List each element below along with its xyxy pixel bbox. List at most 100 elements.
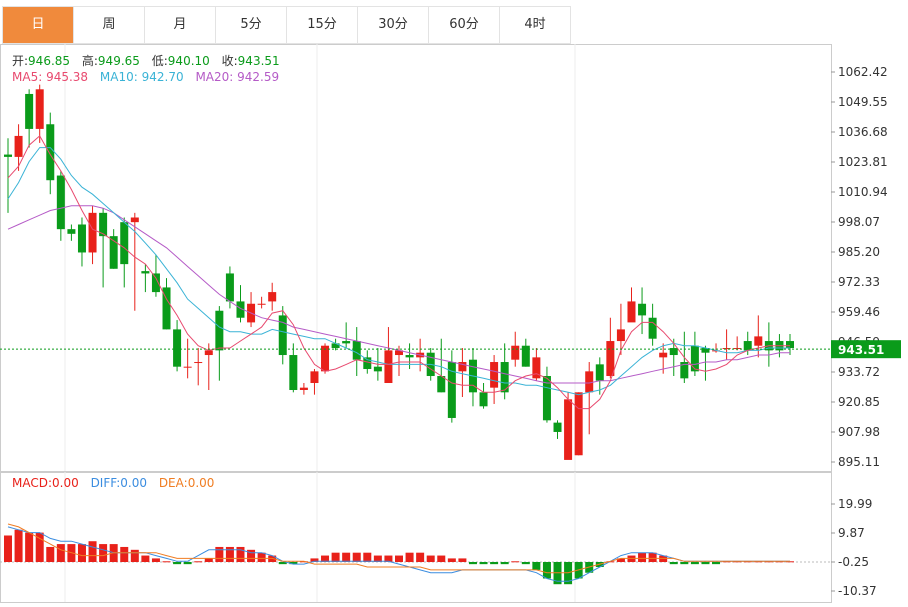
y-tick-label: 959.46: [838, 305, 880, 319]
tab-5[interactable]: 30分: [358, 7, 429, 43]
macd-bar: [236, 547, 244, 562]
candle-body: [89, 213, 97, 253]
candle-body: [141, 271, 149, 273]
y-tick-label: 972.33: [838, 275, 880, 289]
candle-body: [554, 423, 562, 432]
candle-body: [754, 336, 762, 345]
candle-body: [627, 301, 635, 322]
candle-body: [374, 367, 382, 372]
macd-y-tick-label: 9.87: [838, 526, 865, 540]
candle-body: [36, 89, 44, 129]
macd-bar: [353, 553, 361, 562]
candle-body: [564, 399, 572, 460]
macd-bar: [712, 562, 720, 564]
candle-body: [575, 392, 583, 455]
candle-body: [437, 376, 445, 392]
macd-bar: [57, 544, 65, 562]
ohlc-info: 开:946.85 高:949.65 低:940.10 收:943.51: [12, 52, 288, 69]
candle-body: [300, 388, 308, 390]
candle-body: [606, 341, 614, 376]
macd-bar: [469, 562, 477, 564]
y-tick-label: 1010.94: [838, 185, 888, 199]
y-tick-label: 920.85: [838, 395, 880, 409]
candle-body: [15, 136, 23, 157]
tab-6[interactable]: 60分: [429, 7, 500, 43]
candle-body: [342, 341, 350, 343]
macd-bar: [15, 530, 23, 562]
macd-bar: [205, 558, 213, 562]
macd-value: MACD:0.00: [12, 476, 79, 490]
macd-bar: [490, 562, 498, 564]
macd-bar: [78, 544, 86, 562]
macd-bar: [152, 558, 160, 562]
candle-body: [596, 364, 604, 380]
tab-3[interactable]: 5分: [216, 7, 287, 43]
candle-body: [480, 392, 488, 406]
macd-bar: [680, 562, 688, 564]
kline-chart-area[interactable]: 1062.42 1049.55 1036.68 1023.81 1010.94 998.0…: [0, 44, 908, 603]
macd-bar: [342, 553, 350, 562]
candle-body: [46, 124, 54, 180]
macd-bar: [543, 562, 551, 578]
macd-bar: [395, 556, 403, 562]
candle-body: [384, 350, 392, 383]
candle-body: [258, 304, 266, 305]
kline-chart-svg[interactable]: 1062.42 1049.55 1036.68 1023.81 1010.94 998.0…: [0, 44, 908, 603]
macd-bar: [4, 535, 12, 562]
macd-bar: [120, 547, 128, 562]
macd-bar: [480, 562, 488, 564]
macd-bar: [131, 550, 139, 562]
current-price-label: 943.51: [838, 343, 884, 357]
tab-2[interactable]: 月: [145, 7, 216, 43]
tab-7[interactable]: 4时: [500, 7, 571, 43]
candle-body: [226, 273, 234, 301]
low-value: 低:940.10: [152, 54, 210, 68]
y-tick-label: 985.20: [838, 245, 880, 259]
macd-bar: [89, 541, 97, 562]
macd-bar: [406, 553, 414, 562]
tab-0[interactable]: 日: [3, 7, 74, 43]
macd-frame: [1, 473, 832, 603]
candle-body: [120, 222, 128, 264]
ma10-value: MA10: 942.70: [100, 70, 184, 84]
candle-body: [310, 371, 318, 383]
macd-bar: [226, 547, 234, 562]
macd-bar: [437, 556, 445, 562]
macd-bar: [649, 553, 657, 562]
macd-bar: [691, 562, 699, 564]
macd-bar: [701, 562, 709, 564]
macd-bar: [173, 562, 181, 564]
macd-y-tick-label: -10.37: [838, 584, 877, 598]
tab-4[interactable]: 15分: [287, 7, 358, 43]
candle-body: [173, 329, 181, 366]
candle-body: [78, 224, 86, 252]
candle-body: [353, 341, 361, 360]
candle-body: [194, 362, 202, 363]
macd-bar: [184, 562, 192, 564]
macd-bar: [427, 556, 435, 562]
macd-bar: [332, 553, 340, 562]
y-tick-label: 1036.68: [838, 125, 888, 139]
high-value: 高:949.65: [82, 54, 140, 68]
candle-body: [215, 311, 223, 351]
candle-body: [4, 155, 12, 157]
macd-bar: [448, 558, 456, 562]
ma20-value: MA20: 942.59: [195, 70, 279, 84]
candle-body: [649, 318, 657, 339]
y-tick-label: 998.07: [838, 215, 880, 229]
candle-body: [659, 353, 667, 358]
close-value: 收:943.51: [222, 54, 280, 68]
macd-bar: [638, 553, 646, 562]
y-tick-label: 1049.55: [838, 95, 888, 109]
candle-body: [25, 94, 33, 129]
macd-bar: [458, 558, 466, 562]
macd-bar: [511, 561, 519, 562]
macd-bar: [141, 556, 149, 562]
tab-1[interactable]: 周: [74, 7, 145, 43]
macd-bar: [670, 562, 678, 564]
ma-info: MA5: 945.38 MA10: 942.70 MA20: 942.59: [12, 70, 287, 84]
candle-body: [511, 346, 519, 360]
macd-y-tick-label: 19.99: [838, 497, 872, 511]
y-tick-label: 895.11: [838, 455, 880, 469]
candle-body: [638, 304, 646, 316]
